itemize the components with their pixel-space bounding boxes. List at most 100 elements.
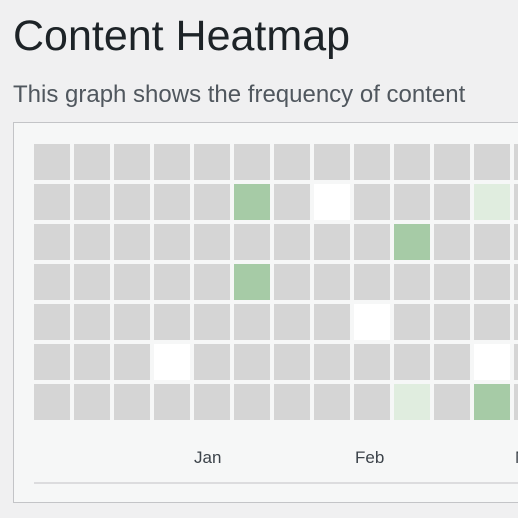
heatmap-cell[interactable] (514, 344, 518, 380)
heatmap-cell[interactable] (194, 144, 230, 180)
heatmap-cell[interactable] (474, 304, 510, 340)
heatmap-cell[interactable] (154, 144, 190, 180)
heatmap-panel: Jan Feb M (13, 122, 518, 503)
heatmap-cell[interactable] (354, 344, 390, 380)
heatmap-cell[interactable] (394, 224, 430, 260)
heatmap-cell[interactable] (514, 224, 518, 260)
heatmap-cell[interactable] (34, 144, 70, 180)
heatmap-cell[interactable] (34, 384, 70, 420)
heatmap-cell[interactable] (114, 184, 150, 220)
heatmap-cell[interactable] (434, 304, 470, 340)
heatmap-cell[interactable] (34, 304, 70, 340)
heatmap-cell[interactable] (114, 144, 150, 180)
heatmap-cell[interactable] (194, 224, 230, 260)
heatmap-grid (34, 144, 518, 420)
heatmap-cell[interactable] (394, 304, 430, 340)
heatmap-cell[interactable] (74, 264, 110, 300)
heatmap-cell[interactable] (274, 144, 310, 180)
heatmap-cell[interactable] (474, 184, 510, 220)
heatmap-cell[interactable] (514, 144, 518, 180)
heatmap-cell[interactable] (234, 144, 270, 180)
heatmap-cell[interactable] (114, 304, 150, 340)
heatmap-cell[interactable] (74, 144, 110, 180)
heatmap-cell[interactable] (234, 344, 270, 380)
heatmap-cell[interactable] (274, 344, 310, 380)
heatmap-cell[interactable] (354, 304, 390, 340)
heatmap-cell[interactable] (474, 344, 510, 380)
heatmap-cell[interactable] (114, 264, 150, 300)
heatmap-cell[interactable] (474, 224, 510, 260)
heatmap-cell[interactable] (314, 144, 350, 180)
heatmap-cell[interactable] (354, 184, 390, 220)
heatmap-cell[interactable] (234, 384, 270, 420)
heatmap-cell[interactable] (154, 384, 190, 420)
heatmap-cell[interactable] (194, 384, 230, 420)
heatmap-cell[interactable] (154, 184, 190, 220)
heatmap-cell[interactable] (194, 264, 230, 300)
month-label-feb: Feb (355, 448, 385, 467)
heatmap-cell[interactable] (434, 344, 470, 380)
heatmap-cell[interactable] (154, 264, 190, 300)
heatmap-cell[interactable] (194, 184, 230, 220)
heatmap-cell[interactable] (234, 184, 270, 220)
heatmap-cell[interactable] (194, 344, 230, 380)
heatmap-cell[interactable] (474, 144, 510, 180)
heatmap-cell[interactable] (434, 264, 470, 300)
month-label-jan: Jan (194, 448, 222, 467)
heatmap-cell[interactable] (74, 304, 110, 340)
heatmap-cell[interactable] (394, 344, 430, 380)
heatmap-cell[interactable] (274, 224, 310, 260)
page-description: This graph shows the frequency of conten… (13, 81, 466, 108)
heatmap-cell[interactable] (114, 344, 150, 380)
heatmap-cell[interactable] (314, 384, 350, 420)
heatmap-cell[interactable] (514, 304, 518, 340)
heatmap-cell[interactable] (354, 264, 390, 300)
heatmap-cell[interactable] (474, 384, 510, 420)
heatmap-cell[interactable] (154, 304, 190, 340)
heatmap-cell[interactable] (394, 184, 430, 220)
heatmap-cell[interactable] (514, 184, 518, 220)
heatmap-cell[interactable] (234, 304, 270, 340)
heatmap-cell[interactable] (74, 384, 110, 420)
heatmap-cell[interactable] (274, 264, 310, 300)
heatmap-cell[interactable] (234, 264, 270, 300)
heatmap-cell[interactable] (34, 264, 70, 300)
heatmap-cell[interactable] (34, 344, 70, 380)
heatmap-cell[interactable] (514, 264, 518, 300)
heatmap-cell[interactable] (74, 184, 110, 220)
heatmap-cell[interactable] (514, 384, 518, 420)
heatmap-cell[interactable] (314, 344, 350, 380)
heatmap-cell[interactable] (274, 304, 310, 340)
heatmap-cell[interactable] (74, 224, 110, 260)
heatmap-cell[interactable] (354, 224, 390, 260)
heatmap-cell[interactable] (154, 344, 190, 380)
page-title: Content Heatmap (13, 12, 351, 60)
heatmap-cell[interactable] (474, 264, 510, 300)
heatmap-cell[interactable] (394, 264, 430, 300)
heatmap-cell[interactable] (74, 344, 110, 380)
heatmap-cell[interactable] (434, 184, 470, 220)
heatmap-cell[interactable] (274, 384, 310, 420)
month-axis-line (34, 482, 518, 484)
heatmap-cell[interactable] (34, 184, 70, 220)
heatmap-cell[interactable] (34, 224, 70, 260)
heatmap-cell[interactable] (434, 384, 470, 420)
heatmap-cell[interactable] (114, 224, 150, 260)
heatmap-cell[interactable] (274, 184, 310, 220)
heatmap-cell[interactable] (354, 144, 390, 180)
heatmap-cell[interactable] (434, 144, 470, 180)
heatmap-cell[interactable] (394, 384, 430, 420)
heatmap-cell[interactable] (314, 304, 350, 340)
heatmap-cell[interactable] (314, 184, 350, 220)
heatmap-cell[interactable] (394, 144, 430, 180)
month-label-mar: M (515, 448, 518, 468)
heatmap-cell[interactable] (314, 264, 350, 300)
heatmap-cell[interactable] (194, 304, 230, 340)
heatmap-cell[interactable] (234, 224, 270, 260)
heatmap-cell[interactable] (114, 384, 150, 420)
heatmap-cell[interactable] (154, 224, 190, 260)
heatmap-cell[interactable] (434, 224, 470, 260)
heatmap-cell[interactable] (314, 224, 350, 260)
heatmap-cell[interactable] (354, 384, 390, 420)
